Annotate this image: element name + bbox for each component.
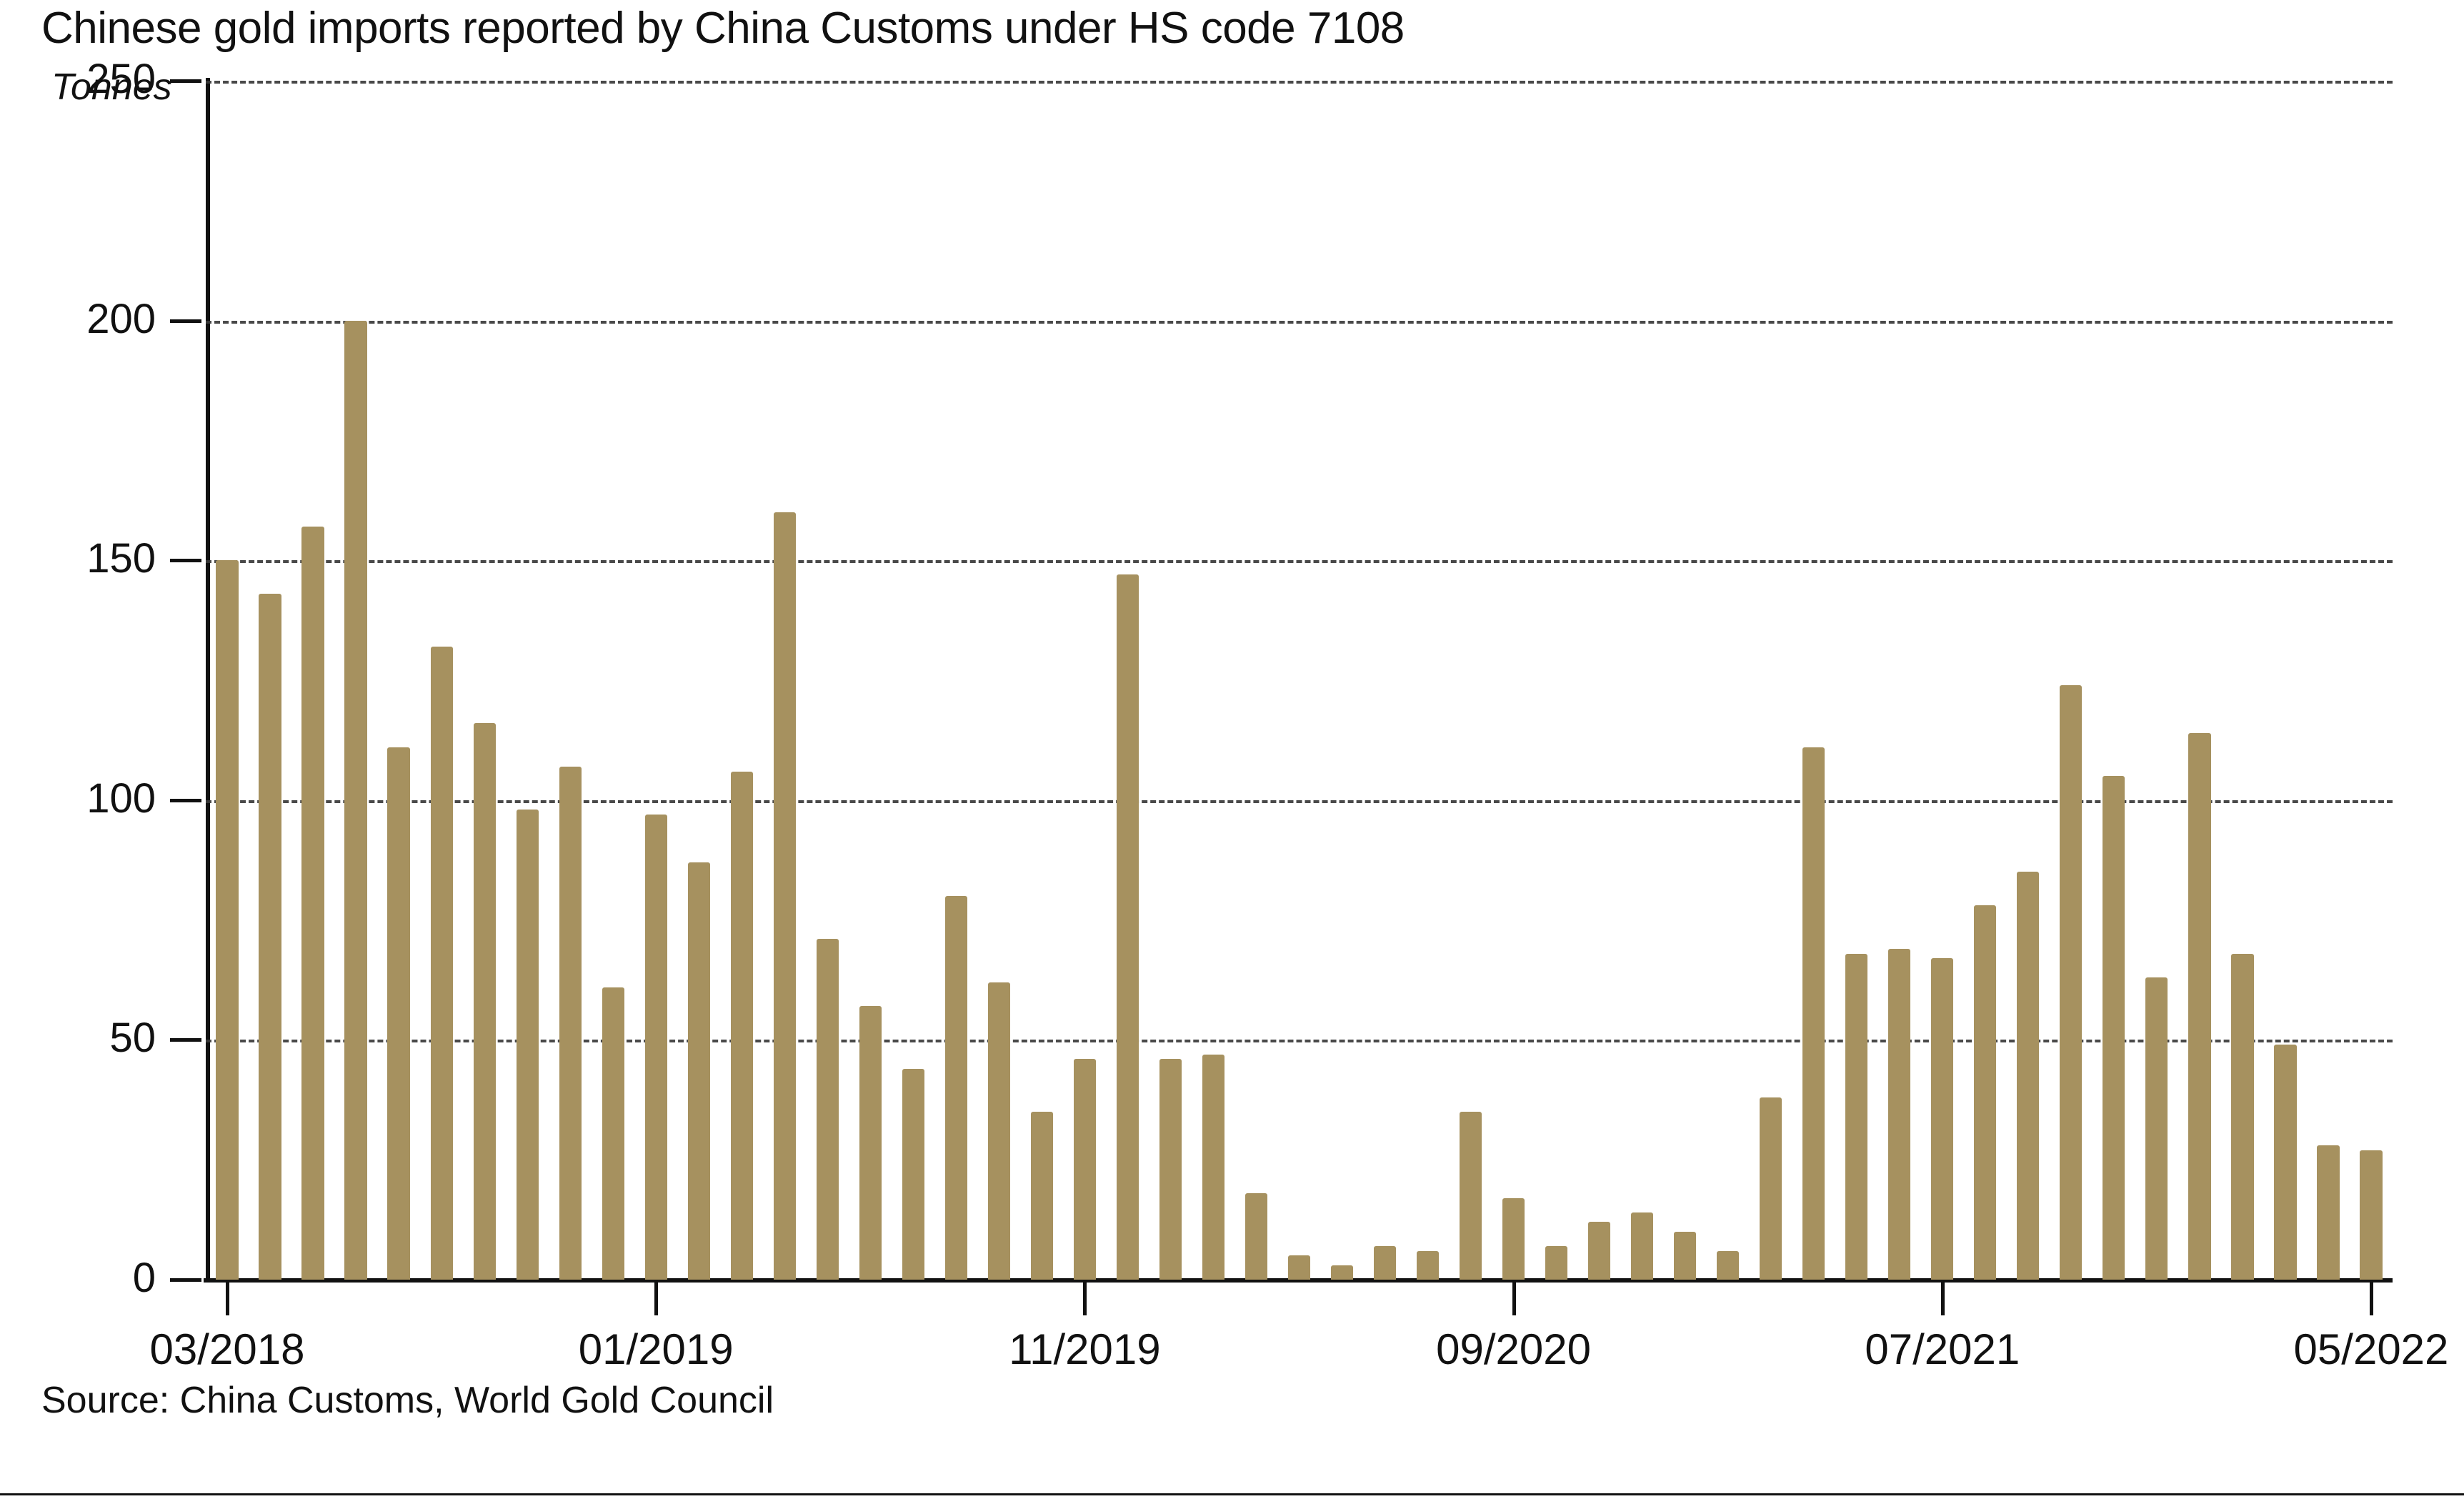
bar [2145,977,2168,1280]
bar [1287,1255,1311,1280]
y-tick-250 [170,79,201,83]
x-tick-label-05-2022: 05/2022 [2293,1325,2449,1373]
y-tick-label-100: 100 [86,775,156,822]
x-tick-09-2020 [1512,1283,1516,1315]
bar [2317,1145,2340,1280]
bar [1159,1059,1182,1280]
x-tick-01-2019 [654,1283,659,1315]
x-tick-05-2022 [2369,1283,2373,1315]
bar [1373,1246,1397,1280]
bar [1245,1193,1268,1280]
y-axis-unit-label: Tonnes [51,66,172,108]
y-axis-line [206,78,210,1283]
bar [1717,1250,1740,1280]
gridline-200 [206,320,2393,324]
chart-title: Chinese gold imports reported by China C… [41,4,1405,53]
y-tick-100 [170,798,201,802]
bar [1073,1059,1096,1280]
bar [773,512,796,1280]
gridline-150 [206,560,2393,564]
bar [559,766,582,1280]
bar [687,862,710,1280]
x-tick-11-2019 [1083,1283,1087,1315]
bar [344,320,367,1280]
bar [1760,1097,1782,1280]
bottom-divider [0,1493,2464,1495]
bar [516,810,539,1280]
x-tick-07-2021 [1940,1283,1945,1315]
gridline-250 [206,81,2393,84]
bar [2103,776,2125,1280]
x-tick-label-09-2020: 09/2020 [1436,1325,1592,1373]
bar [2231,953,2254,1280]
bar [1888,948,1911,1280]
bar [301,527,324,1280]
bar [1202,1054,1225,1280]
bar [1416,1250,1440,1280]
y-tick-50 [170,1038,201,1042]
bar [1330,1265,1354,1280]
bar [1030,1112,1053,1280]
bar [730,771,753,1280]
bar [2188,732,2211,1280]
y-tick-label-150: 150 [86,535,156,582]
x-tick-03-2018 [226,1283,229,1315]
bar [1845,953,1868,1280]
bars-group [206,81,2393,1280]
x-tick-label-07-2021: 07/2021 [1865,1325,2020,1373]
bar [473,723,496,1280]
bar [1502,1197,1525,1280]
bar [1545,1246,1568,1280]
source-note: Source: China Customs, World Gold Counci… [41,1380,774,1421]
y-tick-label-250: 250 [86,56,156,102]
y-tick-label-200: 200 [86,295,156,342]
bar [2360,1150,2383,1280]
bar [859,1006,882,1280]
bar [902,1068,924,1280]
y-tick-200 [170,319,201,323]
bar [216,560,239,1280]
y-tick-0 [170,1278,201,1282]
bar [1459,1112,1482,1280]
bar [2274,1045,2297,1280]
x-tick-label-11-2019: 11/2019 [1009,1325,1161,1373]
bar [1116,574,1139,1280]
x-tick-label-03-2018: 03/2018 [149,1325,305,1373]
bar [259,594,281,1280]
bar [430,647,453,1280]
bar [944,896,967,1280]
bar [644,814,667,1280]
bar [1631,1212,1654,1280]
bar [2017,872,2040,1280]
bar [816,939,839,1280]
bar [387,747,410,1280]
x-axis-line [204,1278,2393,1283]
bar [1802,747,1825,1280]
bar [2060,684,2083,1280]
x-tick-label-01-2019: 01/2019 [578,1325,734,1373]
y-tick-150 [170,559,201,563]
bar [602,987,624,1280]
y-tick-label-50: 50 [109,1015,156,1062]
bar [1674,1231,1697,1280]
y-tick-label-0: 0 [132,1255,156,1301]
gridline-50 [206,1040,2393,1043]
bar [1974,905,1997,1280]
bar [987,982,1010,1280]
gridline-100 [206,800,2393,803]
plot-area: 0 50 100 150 200 250 [86,56,2393,1301]
bar [1931,958,1954,1280]
bar [1588,1222,1611,1280]
